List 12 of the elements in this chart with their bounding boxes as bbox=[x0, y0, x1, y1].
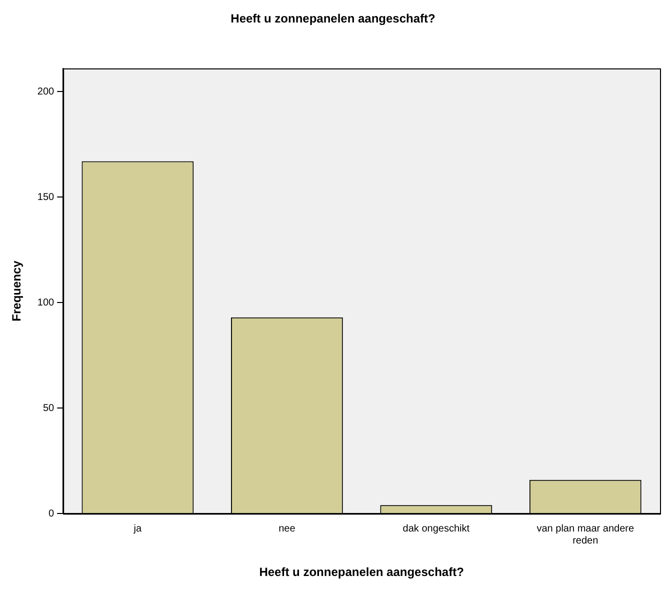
x-tick-label: ja bbox=[132, 523, 142, 534]
chart-title: Heeft u zonnepanelen aangeschaft? bbox=[230, 12, 436, 26]
x-tick-label: dak ongeschikt bbox=[402, 523, 470, 534]
y-tick-label: 150 bbox=[37, 192, 55, 203]
y-tick-label: 100 bbox=[37, 297, 55, 308]
y-tick-label: 200 bbox=[37, 86, 55, 98]
x-tick-label: nee bbox=[278, 523, 296, 534]
y-tick-label: 50 bbox=[42, 402, 55, 414]
x-axis-title: Heeft u zonnepanelen aangeschaft? bbox=[259, 565, 464, 580]
x-tick-label: van plan maar andere reden bbox=[536, 523, 634, 546]
y-tick-label: 0 bbox=[48, 508, 55, 520]
y-axis-title: Frequency bbox=[10, 260, 24, 322]
